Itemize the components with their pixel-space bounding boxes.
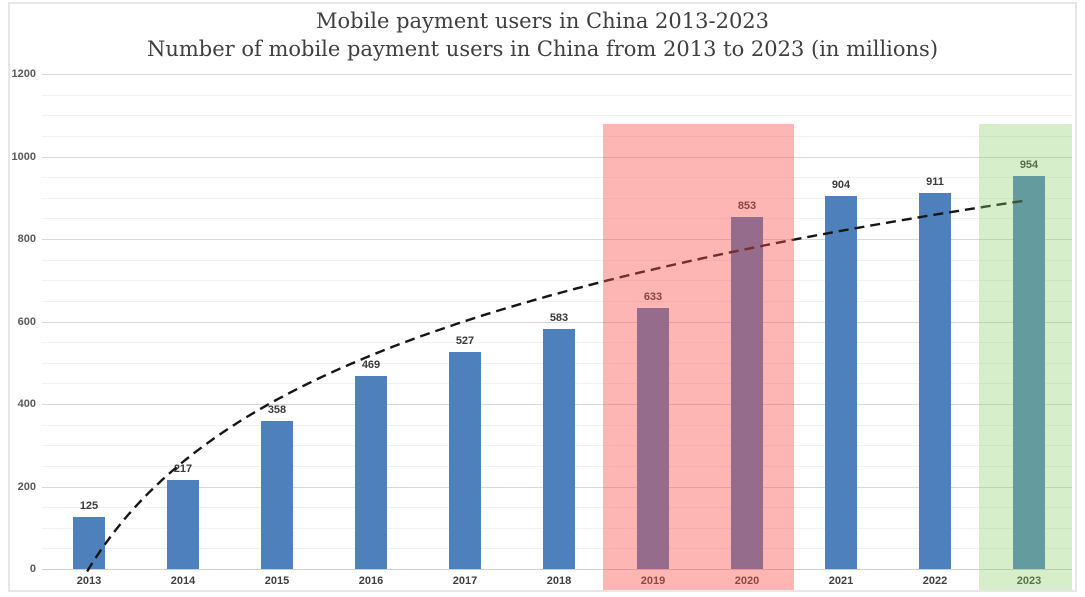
chart-title: Mobile payment users in China 2013-2023 [315,9,770,33]
highlight-2023 [979,124,1072,590]
gridline-minor-950 [42,177,1072,178]
x-tick-2013: 2013 [76,575,102,587]
x-tick-2015: 2015 [264,575,290,587]
x-tick-2022: 2022 [922,575,948,587]
y-tick-800: 800 [17,233,36,245]
gridline-major-1200 [42,74,1072,75]
y-tick-0: 0 [29,563,36,575]
highlight-2019-2020 [603,124,794,590]
x-tick-2023: 2023 [1016,575,1042,587]
gridline-minor-1150 [42,95,1072,96]
chart-subtitle: Number of mobile payment users in China … [146,37,939,61]
gridline-major-1000 [42,157,1072,158]
x-tick-2018: 2018 [546,575,572,587]
bar-label-2021: 904 [831,179,851,192]
y-tick-1000: 1000 [11,151,36,163]
bar-label-2023: 954 [1019,158,1039,171]
y-tick-200: 200 [17,481,36,493]
y-tick-400: 400 [17,398,36,410]
gridline-minor-1050 [42,136,1072,137]
chart-header: Mobile payment users in China 2013-2023 … [8,7,1077,63]
y-tick-600: 600 [17,316,36,328]
y-tick-1200: 1200 [11,68,36,80]
x-tick-2016: 2016 [358,575,384,587]
x-tick-2014: 2014 [170,575,196,587]
x-tick-2017: 2017 [452,575,478,587]
bar-label-2022: 911 [926,176,944,189]
x-tick-2019: 2019 [640,575,666,587]
gridline-minor-900 [42,198,1072,199]
x-tick-2020: 2020 [734,575,760,587]
x-tick-2021: 2021 [828,575,854,587]
gridline-minor-1100 [42,115,1072,116]
